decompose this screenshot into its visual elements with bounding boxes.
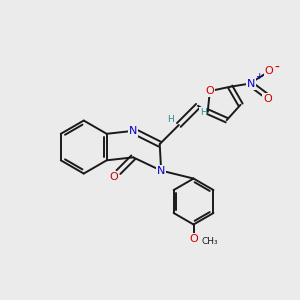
Text: N: N	[129, 126, 137, 136]
Text: CH₃: CH₃	[201, 237, 218, 246]
Text: O: O	[189, 234, 198, 244]
Text: O: O	[206, 86, 214, 96]
Text: O: O	[109, 172, 118, 182]
Text: O: O	[263, 94, 272, 103]
Text: O: O	[265, 66, 273, 76]
Text: H: H	[200, 108, 207, 117]
Text: +: +	[255, 72, 263, 81]
Text: N: N	[247, 79, 256, 89]
Text: N: N	[157, 166, 165, 176]
Text: H: H	[167, 115, 174, 124]
Text: -: -	[275, 61, 280, 75]
